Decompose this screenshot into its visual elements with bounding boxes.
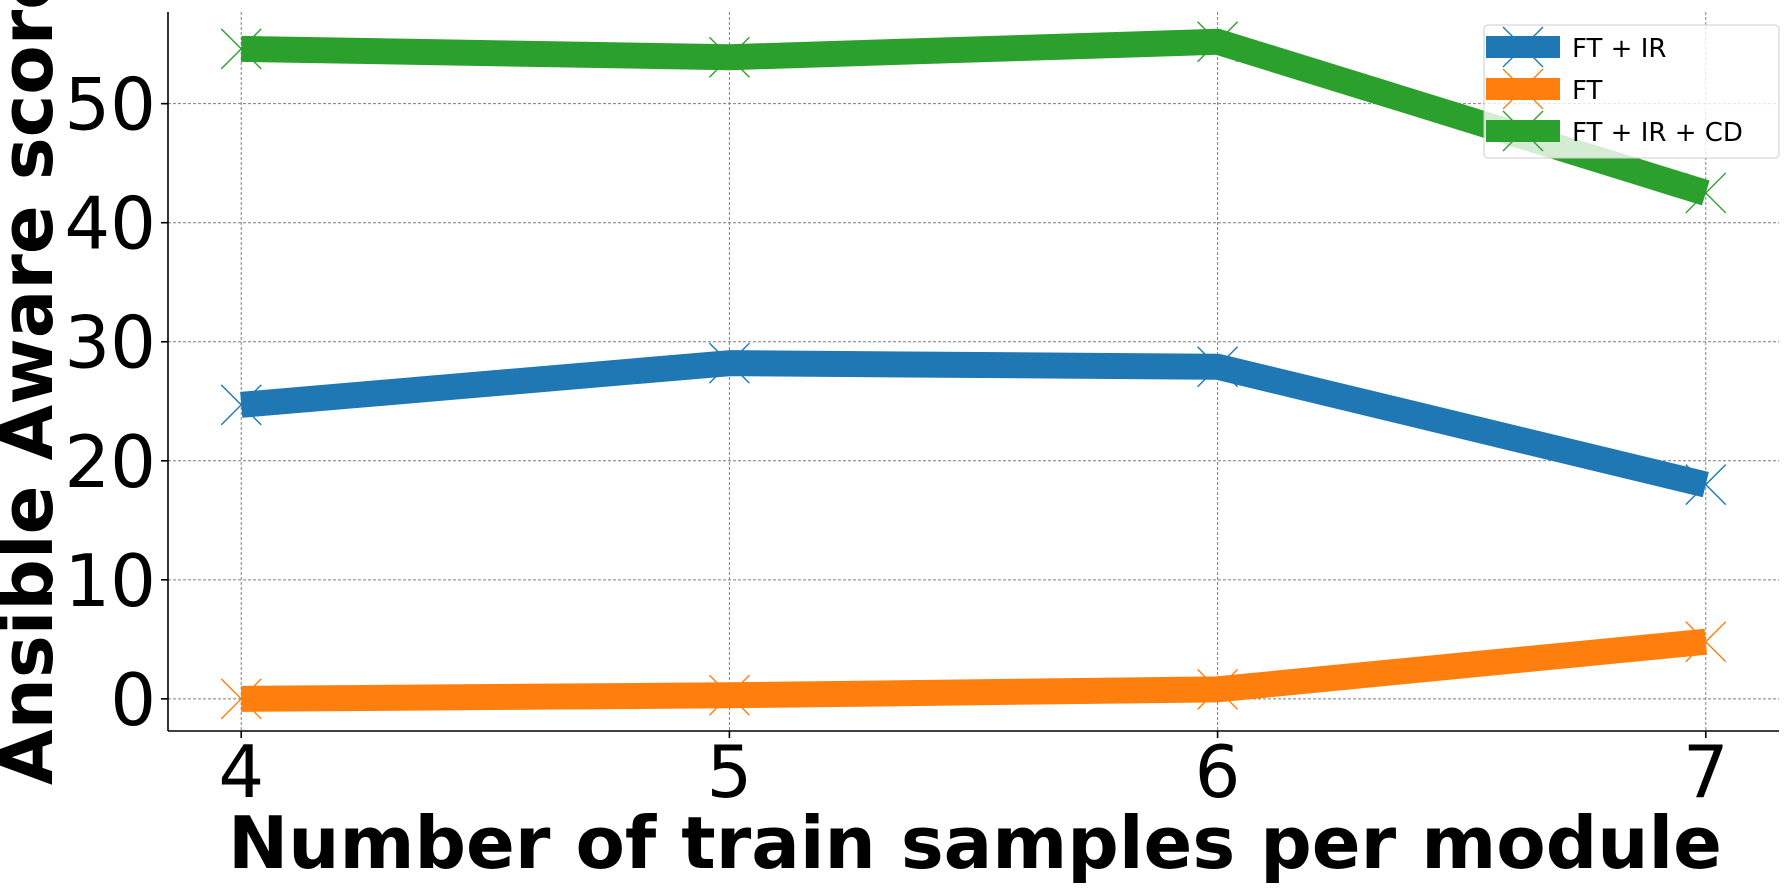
x-axis-title: Number of train samples per module [228,801,1722,885]
series-line-1 [241,628,1708,712]
data-point-marker [708,342,750,384]
data-point-marker [1197,346,1239,388]
axes [167,12,1779,732]
data-point-marker [1197,21,1239,63]
data-point-marker [1685,621,1727,663]
y-axis-title: Ansible Aware score [0,0,69,785]
legend-label: FT + IR [1572,34,1666,64]
y-tick-label: 20 [64,420,156,504]
x-tick-labels: 4 5 6 7 [218,730,1728,814]
data-point-marker [1197,668,1239,710]
data-markers [220,21,1727,720]
data-point-marker [708,36,750,78]
data-point-marker [708,674,750,716]
legend-marker [1502,26,1544,68]
x-tick-label: 6 [1195,730,1241,814]
data-point-marker [220,28,262,70]
series-lines [240,28,1710,712]
legend: FT + IR FT FT + IR + CD [1483,24,1780,159]
x-tick-label: 4 [218,730,264,814]
data-point-marker [1685,464,1727,506]
series-line-2 [241,28,1710,206]
data-point-marker [220,384,262,426]
y-tick-label: 0 [110,658,156,742]
y-tick-label: 50 [64,63,156,147]
data-point-marker [220,678,262,720]
y-tick-labels: 0 10 20 30 40 50 [64,63,168,742]
x-tick-label: 7 [1683,730,1729,814]
y-tick-label: 40 [64,182,156,266]
legend-label: FT + IR + CD [1572,118,1743,148]
legend-label: FT [1572,76,1602,106]
y-tick-label: 10 [64,539,156,623]
legend-marker [1502,110,1544,152]
series-line-0 [240,350,1709,498]
x-tick-label: 5 [707,730,753,814]
y-tick-label: 30 [64,301,156,385]
data-point-marker [1685,172,1727,214]
legend-marker [1502,68,1544,110]
